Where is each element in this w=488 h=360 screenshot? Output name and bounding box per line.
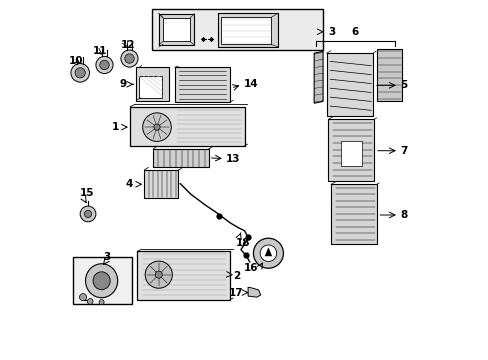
Circle shape (100, 60, 109, 70)
Bar (153, 149, 208, 167)
Circle shape (80, 206, 96, 222)
Text: 15: 15 (80, 188, 95, 198)
Circle shape (154, 124, 160, 130)
Circle shape (96, 57, 113, 73)
Circle shape (260, 245, 276, 261)
Circle shape (121, 50, 138, 67)
Circle shape (84, 210, 91, 217)
Text: 13: 13 (225, 154, 240, 163)
Text: 1: 1 (111, 122, 119, 132)
Circle shape (253, 238, 283, 268)
Circle shape (155, 271, 162, 278)
Text: 11: 11 (93, 46, 107, 56)
Text: 7: 7 (399, 146, 407, 156)
Circle shape (71, 64, 89, 82)
Bar (326, 53, 372, 116)
Text: 3: 3 (328, 27, 335, 37)
Bar (221, 18, 271, 44)
Text: 17: 17 (229, 288, 244, 297)
Bar (144, 170, 178, 198)
Text: 5: 5 (399, 80, 407, 90)
Ellipse shape (93, 272, 110, 290)
Bar (73, 257, 132, 304)
Bar (175, 67, 230, 102)
Circle shape (142, 113, 171, 141)
Bar (376, 49, 402, 102)
Circle shape (75, 68, 85, 78)
Bar (135, 67, 169, 102)
Text: 18: 18 (236, 238, 250, 248)
Circle shape (145, 261, 172, 288)
Polygon shape (313, 51, 323, 103)
Bar (328, 119, 373, 181)
Polygon shape (247, 287, 260, 297)
Bar (130, 107, 244, 146)
Text: 14: 14 (243, 79, 258, 89)
Bar (139, 76, 162, 98)
Text: 2: 2 (233, 271, 240, 281)
Text: 12: 12 (121, 40, 136, 50)
Polygon shape (264, 247, 272, 256)
Text: 3: 3 (103, 252, 110, 262)
Circle shape (80, 294, 86, 301)
Bar (137, 251, 230, 300)
Text: 8: 8 (399, 210, 407, 220)
Text: 4: 4 (125, 179, 133, 189)
Circle shape (99, 300, 104, 305)
Text: 10: 10 (69, 56, 83, 66)
Bar (217, 13, 278, 47)
Circle shape (124, 54, 134, 63)
Text: 6: 6 (351, 27, 358, 37)
Text: 9: 9 (119, 79, 126, 89)
Bar (330, 184, 376, 244)
Bar (151, 9, 323, 50)
Ellipse shape (85, 264, 118, 298)
Bar (159, 14, 194, 45)
Bar (340, 141, 362, 166)
Circle shape (87, 298, 93, 304)
Bar (163, 18, 189, 41)
Text: 16: 16 (243, 263, 258, 273)
